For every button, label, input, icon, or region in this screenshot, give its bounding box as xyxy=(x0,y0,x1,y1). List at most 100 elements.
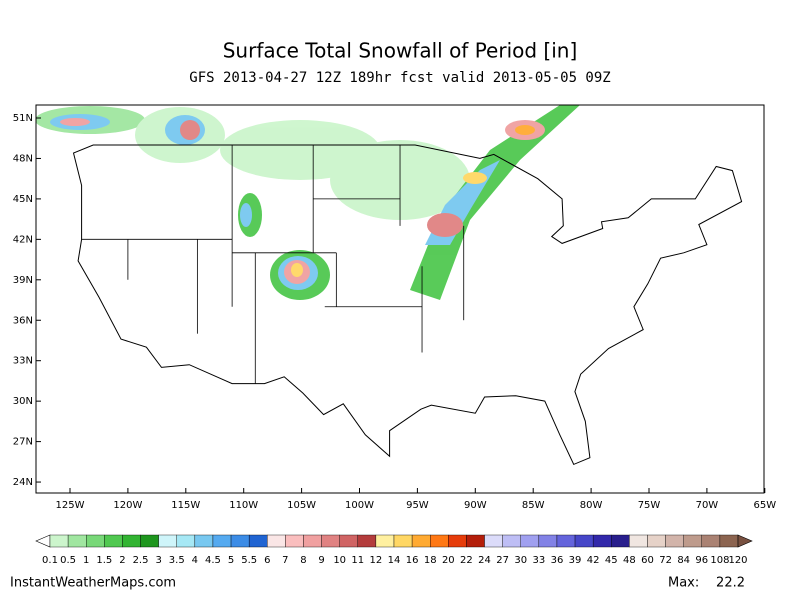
colorbar-label: 4 xyxy=(192,555,198,566)
colorbar-label: 24 xyxy=(478,555,491,566)
lon-label: 70W xyxy=(696,500,719,511)
colorbar-swatch xyxy=(448,534,467,548)
colorbar-over xyxy=(737,534,753,548)
lat-label: 48N xyxy=(13,153,33,164)
colorbar-label: 10 xyxy=(333,555,346,566)
lon-label: 80W xyxy=(580,500,603,511)
lat-label: 30N xyxy=(13,396,33,407)
colorbar-swatch xyxy=(647,534,666,548)
colorbar-swatch xyxy=(176,534,196,548)
colorbar-swatch xyxy=(285,534,304,548)
colorbar-swatch xyxy=(611,534,630,548)
colorbar-label: 5.5 xyxy=(241,555,257,566)
colorbar-swatch xyxy=(267,534,286,548)
lon-label: 110W xyxy=(229,500,258,511)
colorbar-swatch xyxy=(592,534,612,548)
max-label: Max: xyxy=(668,576,699,591)
colorbar-swatch xyxy=(411,534,431,548)
colorbar-under xyxy=(35,534,51,548)
colorbar-label: 20 xyxy=(442,555,455,566)
lat-label: 39N xyxy=(13,275,33,286)
colorbar-label: 108 xyxy=(710,555,729,566)
lat-label: 36N xyxy=(13,315,33,326)
colorbar-swatch xyxy=(719,534,739,548)
colorbar-swatch xyxy=(683,534,702,548)
colorbar-label: 1.5 xyxy=(96,555,112,566)
colorbar-swatch xyxy=(665,534,684,548)
colorbar-label: 6 xyxy=(264,555,270,566)
coastline-borders xyxy=(72,144,743,466)
lat-label: 45N xyxy=(13,194,33,205)
colorbar-swatch xyxy=(393,534,413,548)
colorbar-swatch xyxy=(375,534,395,548)
colorbar-swatch xyxy=(357,534,377,548)
colorbar-label: 18 xyxy=(424,555,437,566)
lon-label: 65W xyxy=(753,500,776,511)
colorbar-label: 3.5 xyxy=(169,555,185,566)
colorbar-label: 3 xyxy=(155,555,161,566)
colorbar-label: 48 xyxy=(623,555,636,566)
colorbar-swatch xyxy=(212,534,232,548)
colorbar-swatch xyxy=(67,534,87,548)
site-credit: InstantWeatherMaps.com xyxy=(10,576,176,591)
colorbar-swatch xyxy=(484,534,503,548)
colorbar-label: 39 xyxy=(569,555,582,566)
colorbar-label: 11 xyxy=(351,555,364,566)
colorbar-swatch xyxy=(158,534,177,548)
colorbar-swatch xyxy=(629,534,648,548)
colorbar-swatch xyxy=(520,534,540,548)
colorbar-label: 60 xyxy=(641,555,654,566)
map-frame xyxy=(35,104,765,494)
colorbar-swatch xyxy=(104,534,123,548)
map-area xyxy=(36,105,743,466)
lon-label: 100W xyxy=(345,500,374,511)
colorbar-swatch xyxy=(140,534,159,548)
colorbar-label: 2 xyxy=(119,555,125,566)
lon-label: 90W xyxy=(464,500,487,511)
colorbar-label: 5 xyxy=(228,555,234,566)
lat-label: 27N xyxy=(13,437,33,448)
colorbar-swatch xyxy=(701,534,721,548)
lat-label: 24N xyxy=(13,477,33,488)
colorbar-label: 16 xyxy=(406,555,419,566)
colorbar-label: 84 xyxy=(677,555,690,566)
lon-label: 75W xyxy=(638,500,661,511)
colorbar-swatch xyxy=(556,534,576,548)
colorbar-label: 45 xyxy=(605,555,618,566)
colorbar-swatch xyxy=(538,534,558,548)
colorbar-swatch xyxy=(321,534,340,548)
colorbar-swatch xyxy=(194,534,214,548)
colorbar-swatch xyxy=(574,534,594,548)
snowfall-field xyxy=(36,105,580,300)
colorbar-swatch xyxy=(339,534,358,548)
lon-label: 95W xyxy=(406,500,429,511)
colorbar-label: 96 xyxy=(695,555,708,566)
colorbar-label: 1 xyxy=(83,555,89,566)
lat-label: 42N xyxy=(13,234,33,245)
colorbar-label: 27 xyxy=(496,555,509,566)
colorbar-swatch xyxy=(248,534,268,548)
colorbar-label: 72 xyxy=(659,555,672,566)
colorbar-swatch xyxy=(230,534,250,548)
colorbar-swatch xyxy=(466,534,485,548)
colorbar-label: 9 xyxy=(318,555,324,566)
colorbar-label: 2.5 xyxy=(133,555,149,566)
colorbar-label: 14 xyxy=(388,555,401,566)
lon-label: 115W xyxy=(171,500,200,511)
lon-label: 125W xyxy=(56,500,85,511)
colorbar-label: 36 xyxy=(551,555,564,566)
max-value: 22.2 xyxy=(716,576,745,591)
lat-label: 51N xyxy=(13,113,33,124)
colorbar-swatch xyxy=(430,534,449,548)
colorbar-swatch xyxy=(502,534,521,548)
colorbar-label: 7 xyxy=(282,555,288,566)
colorbar-label: 12 xyxy=(370,555,383,566)
colorbar-label: 8 xyxy=(300,555,306,566)
lon-label: 105W xyxy=(287,500,316,511)
colorbar-label: 4.5 xyxy=(205,555,221,566)
colorbar-label: 120 xyxy=(728,555,747,566)
lat-label: 33N xyxy=(13,356,33,367)
colorbar-swatch xyxy=(49,534,69,548)
lon-label: 120W xyxy=(113,500,142,511)
map-title: Surface Total Snowfall of Period [in] xyxy=(223,39,578,63)
